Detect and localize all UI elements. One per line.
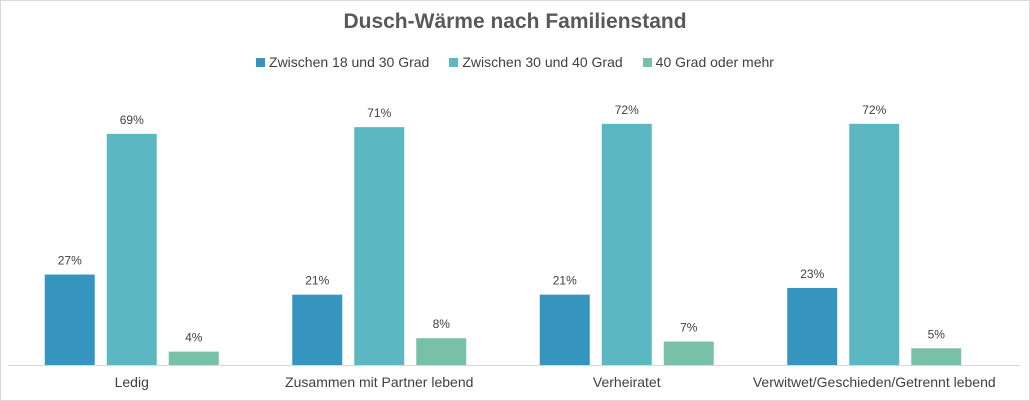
- bar-series-1-cat-1: [44, 274, 95, 365]
- data-label-series-1-cat-3: 21%: [553, 274, 577, 288]
- legend-label-series-1: Zwischen 18 und 30 Grad: [269, 54, 430, 70]
- chart-title: Dusch-Wärme nach Familienstand: [343, 10, 687, 33]
- data-label-series-2-cat-4: 72%: [862, 103, 886, 117]
- legend-label-series-3: 40 Grad oder mehr: [655, 54, 774, 70]
- bar-series-3-cat-1: [168, 351, 219, 365]
- legend-item-series-3: 40 Grad oder mehr: [642, 54, 774, 70]
- category-label-1: Ledig: [115, 374, 149, 390]
- bar-series-1-cat-2: [292, 294, 343, 365]
- bar-series-3-cat-2: [416, 338, 467, 365]
- bar-series-1-cat-3: [539, 294, 590, 365]
- legend-swatch-series-3: [642, 57, 652, 67]
- bar-series-2-cat-4: [849, 123, 900, 365]
- bar-series-2-cat-1: [106, 133, 157, 365]
- bar-series-2-cat-3: [601, 123, 652, 365]
- data-label-series-2-cat-2: 71%: [367, 106, 391, 120]
- bar-series-1-cat-4: [787, 287, 838, 365]
- legend-swatch-series-1: [256, 57, 266, 67]
- data-label-series-3-cat-3: 7%: [680, 321, 698, 335]
- data-label-series-2-cat-1: 69%: [120, 113, 144, 127]
- bar-series-3-cat-4: [911, 348, 962, 365]
- category-label-4: Verwitwet/Geschieden/Getrennt lebend: [753, 374, 996, 390]
- data-label-series-3-cat-1: 4%: [185, 331, 203, 345]
- legend-label-series-2: Zwischen 30 und 40 Grad: [462, 54, 623, 70]
- bar-series-2-cat-2: [354, 127, 405, 366]
- legend-swatch-series-2: [449, 57, 459, 67]
- category-label-3: Verheiratet: [593, 374, 661, 390]
- data-label-series-3-cat-4: 5%: [928, 327, 946, 341]
- legend-item-series-2: Zwischen 30 und 40 Grad: [449, 54, 623, 70]
- legend-item-series-1: Zwischen 18 und 30 Grad: [256, 54, 429, 70]
- data-label-series-1-cat-2: 21%: [305, 274, 329, 288]
- legend: Zwischen 18 und 30 Grad Zwischen 30 und …: [0, 54, 1030, 70]
- category-label-2: Zusammen mit Partner lebend: [285, 374, 473, 390]
- data-label-series-1-cat-4: 23%: [800, 267, 824, 281]
- data-label-series-1-cat-1: 27%: [58, 254, 82, 268]
- data-label-series-3-cat-2: 8%: [433, 317, 451, 331]
- data-label-series-2-cat-3: 72%: [615, 103, 639, 117]
- bar-series-3-cat-3: [663, 341, 714, 365]
